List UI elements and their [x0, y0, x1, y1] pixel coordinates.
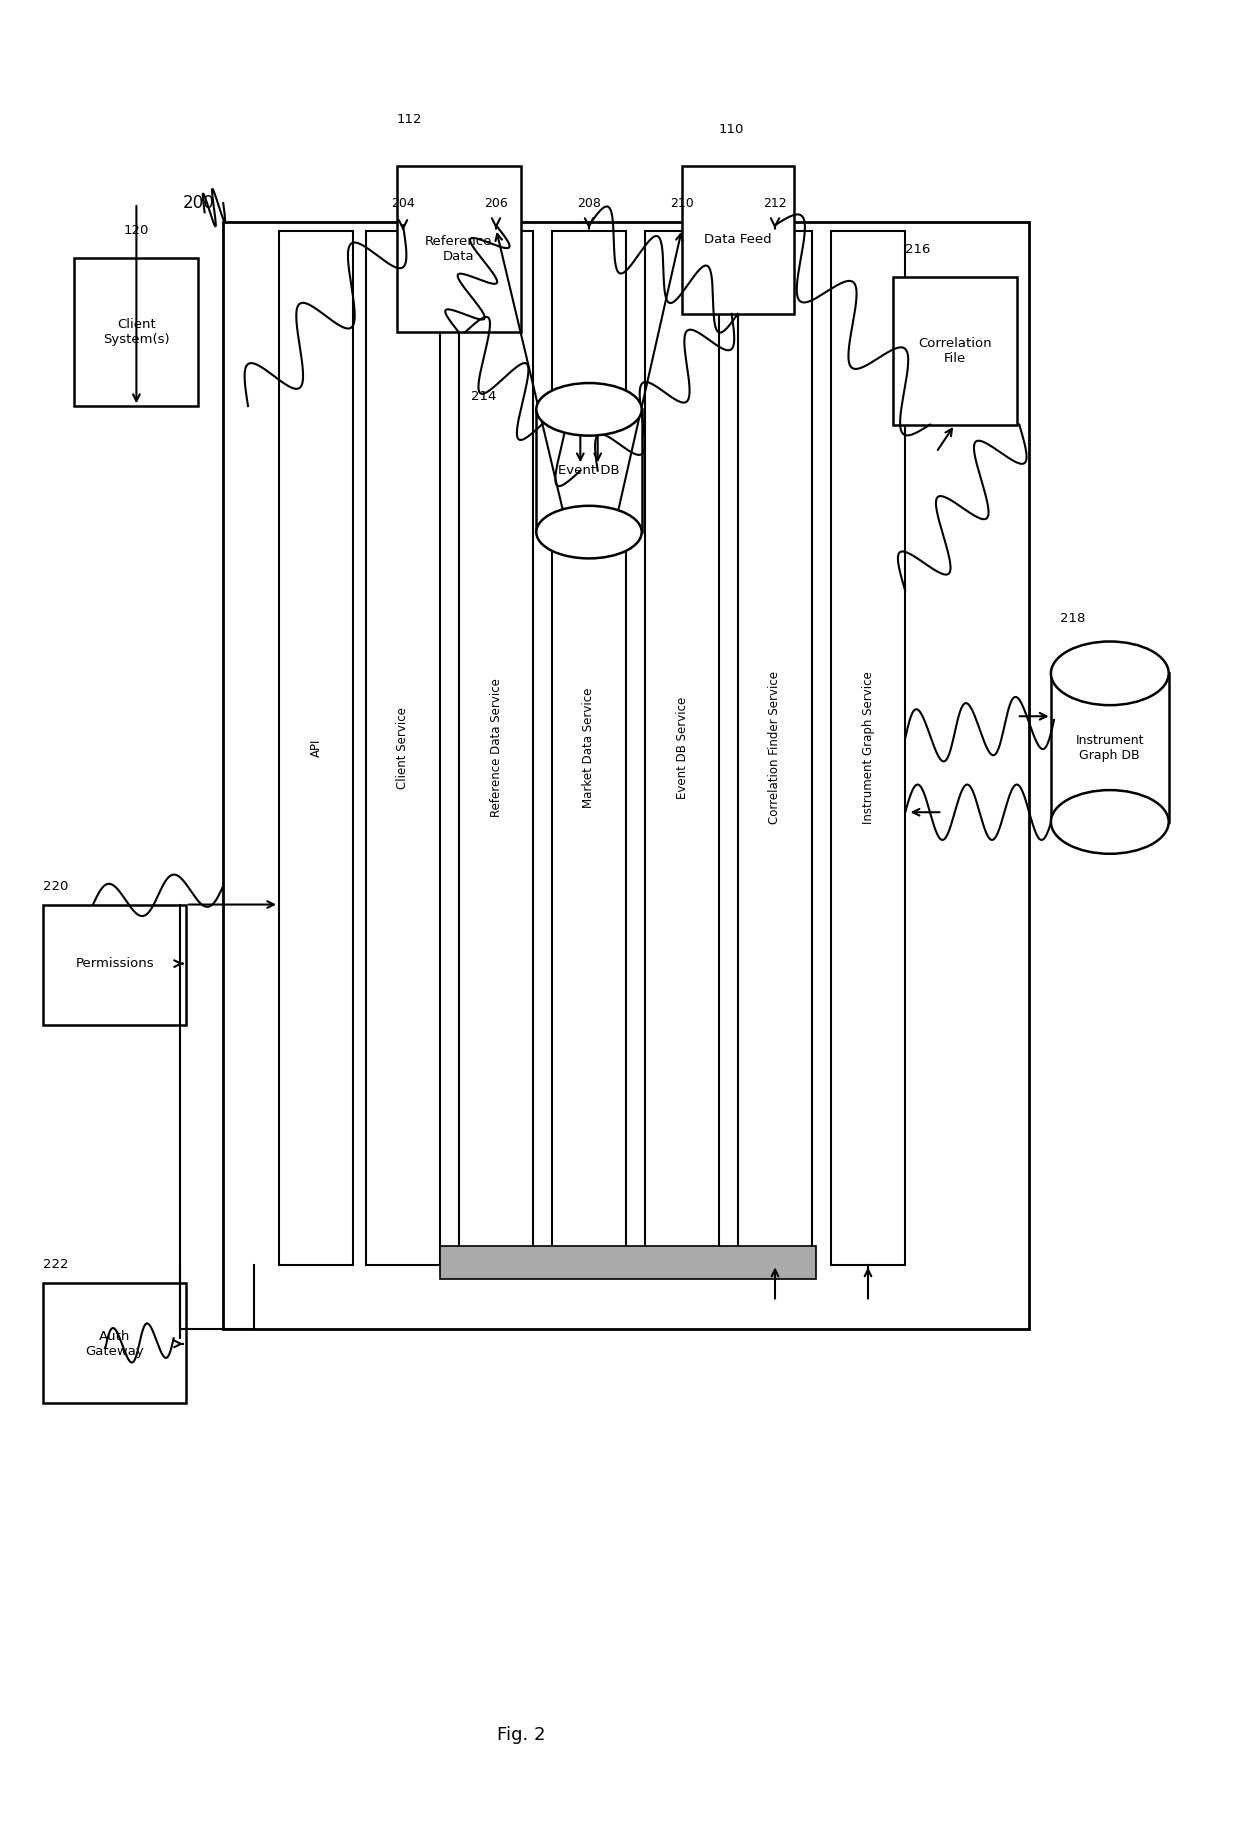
Text: Permissions: Permissions [76, 956, 154, 971]
Ellipse shape [536, 506, 642, 557]
FancyBboxPatch shape [366, 231, 440, 1265]
Text: Event DB: Event DB [558, 463, 620, 478]
Text: 200: 200 [182, 194, 215, 212]
Ellipse shape [536, 384, 642, 436]
FancyBboxPatch shape [893, 277, 1017, 425]
FancyBboxPatch shape [459, 231, 533, 1265]
Text: Data Feed: Data Feed [704, 233, 771, 247]
FancyBboxPatch shape [552, 231, 626, 1265]
Text: Market Data Service: Market Data Service [583, 687, 595, 809]
Text: Correlation Finder Service: Correlation Finder Service [769, 672, 781, 823]
Text: 112: 112 [397, 113, 422, 127]
Text: 212: 212 [763, 196, 787, 210]
Bar [440, 1246, 816, 1279]
Ellipse shape [1050, 642, 1168, 705]
Bar [536, 410, 642, 532]
FancyBboxPatch shape [74, 258, 198, 406]
FancyBboxPatch shape [43, 1283, 186, 1403]
Ellipse shape [1050, 790, 1168, 855]
Text: Correlation
File: Correlation File [918, 336, 992, 366]
FancyBboxPatch shape [279, 231, 353, 1265]
Text: 220: 220 [43, 879, 68, 893]
Text: 204: 204 [391, 196, 415, 210]
Text: Event DB Service: Event DB Service [676, 696, 688, 799]
Text: Client Service: Client Service [397, 707, 409, 788]
Text: 120: 120 [124, 223, 149, 238]
Text: 218: 218 [1060, 611, 1085, 626]
Text: API: API [310, 738, 322, 757]
Text: 110: 110 [719, 122, 744, 137]
Text: Instrument
Graph DB: Instrument Graph DB [1075, 733, 1145, 762]
Text: Auth
Gateway: Auth Gateway [86, 1329, 144, 1359]
Text: 222: 222 [43, 1257, 68, 1272]
Text: 206: 206 [484, 196, 508, 210]
FancyBboxPatch shape [738, 231, 812, 1265]
FancyBboxPatch shape [831, 231, 905, 1265]
Text: Client
System(s): Client System(s) [103, 318, 170, 347]
Text: Reference
Data: Reference Data [425, 234, 492, 264]
FancyBboxPatch shape [397, 166, 521, 332]
Text: Fig. 2: Fig. 2 [496, 1726, 546, 1744]
Text: 210: 210 [670, 196, 694, 210]
FancyBboxPatch shape [645, 231, 719, 1265]
FancyBboxPatch shape [43, 905, 186, 1025]
FancyBboxPatch shape [223, 222, 1029, 1329]
Text: 208: 208 [577, 196, 601, 210]
Bar [1052, 674, 1168, 821]
Text: 216: 216 [905, 242, 930, 257]
Text: 214: 214 [471, 390, 496, 404]
FancyBboxPatch shape [682, 166, 794, 314]
Text: Reference Data Service: Reference Data Service [490, 677, 502, 818]
Text: Instrument Graph Service: Instrument Graph Service [862, 672, 874, 823]
